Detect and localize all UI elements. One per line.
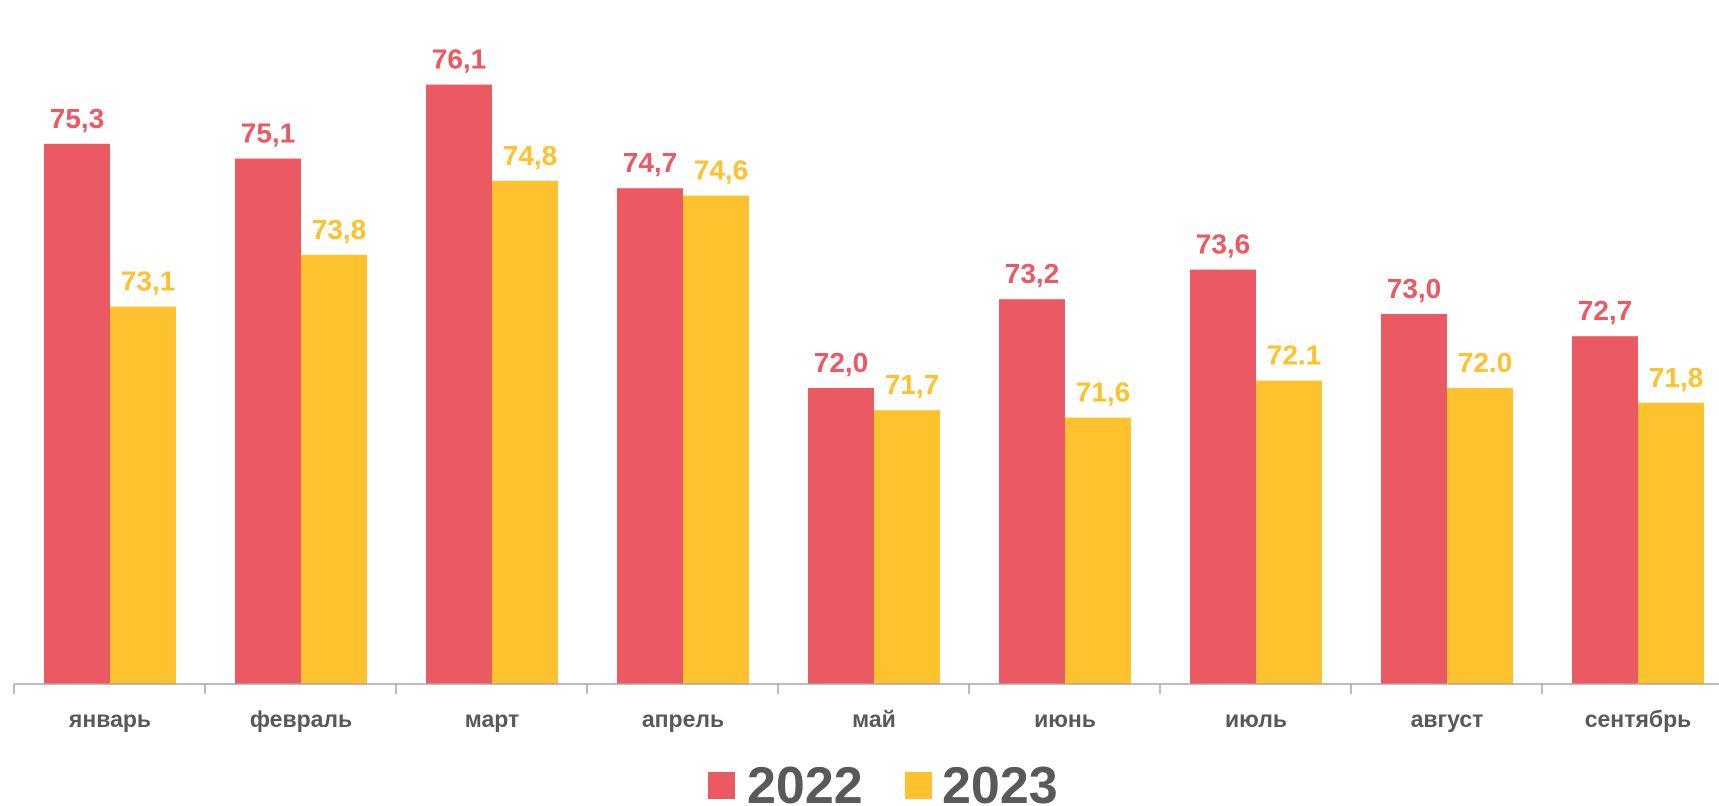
category-labels-group: январь февраль март апрель май июнь июль август… bbox=[68, 706, 1691, 732]
data-label-2022-8: 73,0 bbox=[1387, 273, 1442, 304]
data-label-2023-1: 73,1 bbox=[121, 266, 176, 297]
category-label-9: сентябрь bbox=[1585, 706, 1692, 732]
bars-group bbox=[44, 84, 1704, 685]
bar-2022-8 bbox=[1381, 314, 1447, 684]
data-label-2023-8: 72.0 bbox=[1458, 347, 1513, 378]
category-label-5: май bbox=[852, 706, 896, 732]
legend-swatch-2023 bbox=[905, 772, 932, 799]
data-label-2022-1: 75,3 bbox=[50, 103, 105, 134]
bar-2023-2 bbox=[301, 254, 367, 685]
data-label-2023-3: 74,8 bbox=[503, 140, 558, 171]
data-label-2022-5: 72,0 bbox=[814, 347, 869, 378]
data-label-2022-3: 76,1 bbox=[432, 44, 487, 75]
bar-2023-6 bbox=[1065, 417, 1131, 684]
data-label-2023-7: 72.1 bbox=[1267, 340, 1322, 371]
bar-2023-4 bbox=[683, 195, 749, 684]
bar-2023-3 bbox=[492, 180, 558, 685]
bar-2022-2 bbox=[235, 158, 301, 685]
value-labels-group: 75,3 73,1 75,1 73,8 76,1 74,8 74,7 74,6 72,0 71,7… bbox=[50, 44, 1704, 408]
x-axis-ticks bbox=[13, 684, 1543, 694]
bar-2023-7 bbox=[1256, 380, 1322, 684]
bar-2023-9 bbox=[1638, 402, 1704, 684]
bar-2022-6 bbox=[999, 299, 1065, 684]
data-label-2022-7: 73,6 bbox=[1196, 229, 1251, 260]
bar-2022-3 bbox=[426, 84, 492, 685]
category-label-7: июль bbox=[1225, 706, 1287, 732]
legend-swatch-2022 bbox=[708, 772, 735, 799]
data-label-2023-2: 73,8 bbox=[312, 214, 367, 245]
data-label-2023-4: 74,6 bbox=[694, 155, 749, 186]
category-label-2: февраль bbox=[250, 706, 352, 732]
bar-2022-1 bbox=[44, 143, 110, 685]
category-label-1: январь bbox=[68, 706, 151, 732]
category-label-8: август bbox=[1411, 706, 1484, 732]
bar-2022-5 bbox=[808, 388, 874, 684]
data-label-2022-9: 72,7 bbox=[1578, 295, 1633, 326]
legend-label-2023: 2023 bbox=[942, 757, 1058, 806]
bar-2022-7 bbox=[1190, 269, 1256, 684]
legend-label-2022: 2022 bbox=[747, 757, 863, 806]
bar-2022-9 bbox=[1572, 336, 1638, 684]
category-label-3: март bbox=[465, 706, 520, 732]
bar-2023-8 bbox=[1447, 388, 1513, 684]
legend: 2022 2023 bbox=[708, 757, 1058, 806]
data-label-2022-6: 73,2 bbox=[1005, 258, 1060, 289]
category-label-4: апрель bbox=[642, 706, 724, 732]
data-label-2022-2: 75,1 bbox=[241, 118, 296, 149]
data-label-2023-9: 71,8 bbox=[1649, 362, 1704, 393]
bar-2022-4 bbox=[617, 188, 683, 684]
data-label-2023-6: 71,6 bbox=[1076, 377, 1131, 408]
data-label-2023-5: 71,7 bbox=[885, 369, 940, 400]
bar-2023-5 bbox=[874, 410, 940, 684]
data-label-2022-4: 74,7 bbox=[623, 147, 678, 178]
category-label-6: июнь bbox=[1034, 706, 1096, 732]
bar-2023-1 bbox=[110, 306, 176, 684]
